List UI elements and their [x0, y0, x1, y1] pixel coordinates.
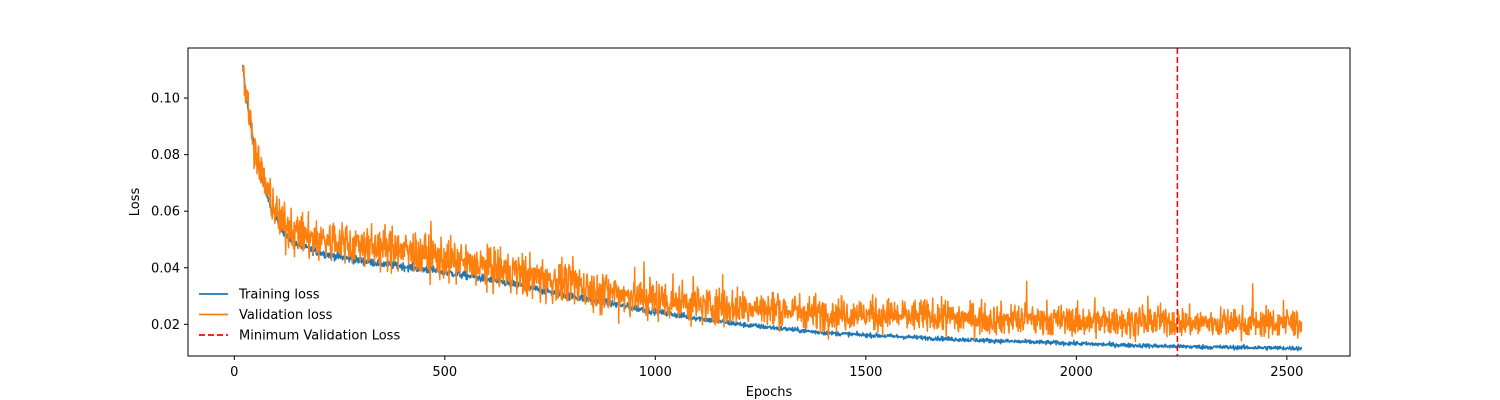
y-axis-ticks: 0.02 0.04 0.06 0.08 0.10	[151, 92, 188, 333]
x-tick-label: 0	[230, 365, 238, 380]
y-tick-label: 0.04	[151, 261, 180, 276]
x-tick-label: 2500	[1270, 365, 1303, 380]
x-tick-label: 2000	[1060, 365, 1093, 380]
plot-frame	[187, 47, 1351, 357]
y-tick-label: 0.08	[151, 148, 180, 163]
x-axis-label: Epochs	[746, 385, 793, 400]
legend-label-1: Validation loss	[239, 308, 333, 323]
y-tick-label: 0.02	[151, 318, 180, 333]
legend: Training loss Validation loss Minimum Vali…	[199, 288, 400, 344]
x-tick-label: 1500	[849, 365, 882, 380]
x-tick-label: 500	[432, 365, 457, 380]
x-axis-ticks: 0 500 1000 1500 2000 2500	[230, 356, 1303, 380]
legend-label-2: Minimum Validation Loss	[239, 329, 400, 344]
y-axis-label: Loss	[128, 188, 143, 217]
y-tick-label: 0.10	[151, 92, 180, 107]
legend-label-0: Training loss	[238, 288, 320, 303]
series-line-1	[241, 64, 1303, 343]
x-tick-label: 1000	[639, 365, 672, 380]
y-tick-label: 0.06	[151, 205, 180, 220]
series-layer	[241, 48, 1303, 356]
